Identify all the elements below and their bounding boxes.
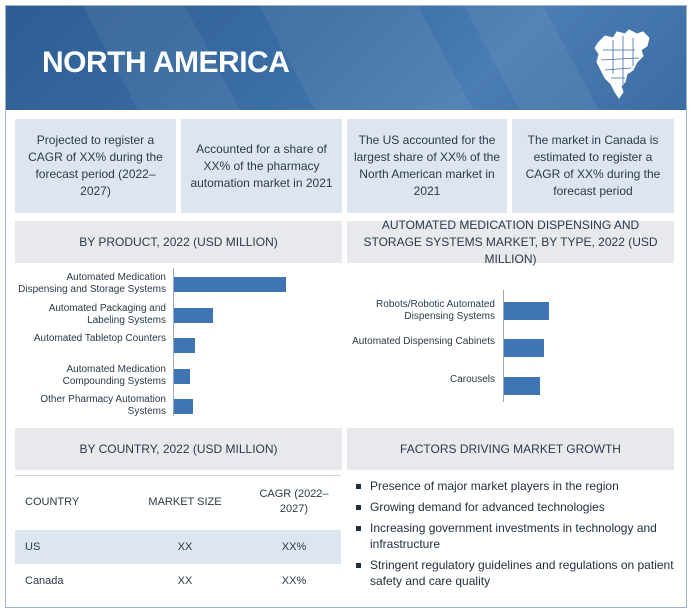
bar-category-label: Automated Packaging and Labeling Systems xyxy=(48,303,166,326)
bar-category-label: Automated Tabletop Counters xyxy=(33,333,166,344)
factor-text: Stringent regulatory guidelines and regu… xyxy=(370,558,674,588)
column-header-market-size: MARKET SIZE xyxy=(148,496,222,508)
bar xyxy=(504,339,544,357)
table-row: Canada XX XX% xyxy=(15,564,341,598)
country-table: COUNTRY MARKET SIZE CAGR (2022–2027) US … xyxy=(15,475,341,600)
cell-country: Canada xyxy=(25,575,64,587)
bar xyxy=(174,337,196,353)
region-banner: NORTH AMERICA xyxy=(6,6,686,110)
table-row: US XX XX% xyxy=(15,530,341,564)
cell-cagr: XX% xyxy=(281,575,307,587)
list-item: Increasing government investments in tec… xyxy=(350,520,680,552)
bar-category-label: Other Pharmacy Automation Systems xyxy=(40,394,166,417)
cell-country: US xyxy=(25,541,41,553)
highlight-text: Projected to register a CAGR of XX% duri… xyxy=(28,133,163,198)
product-section-title: BY PRODUCT, 2022 (USD MILLION) xyxy=(15,221,342,263)
bar xyxy=(504,302,549,320)
growth-factors-list: Presence of major market players in the … xyxy=(350,478,680,594)
list-item: Presence of major market players in the … xyxy=(350,478,680,494)
list-item: Growing demand for advanced technologies xyxy=(350,499,680,515)
chart-axis xyxy=(173,268,174,416)
cell-market-size: XX xyxy=(177,575,193,587)
highlight-text: Accounted for a share of XX% of the phar… xyxy=(190,141,333,190)
bar xyxy=(174,307,214,323)
bar xyxy=(174,276,286,292)
bar-category-label: Automated Medication Compounding Systems xyxy=(62,364,166,387)
factors-section-title: FACTORS DRIVING MARKET GROWTH xyxy=(347,428,674,470)
region-title: NORTH AMERICA xyxy=(42,46,290,79)
factor-text: Presence of major market players in the … xyxy=(370,479,619,493)
bar-category-label: Carousels xyxy=(449,374,495,385)
factor-text: Growing demand for advanced technologies xyxy=(370,500,605,514)
bar-category-label: Robots/Robotic Automated Dispensing Syst… xyxy=(376,299,495,322)
bar xyxy=(504,377,540,395)
highlight-share: Accounted for a share of XX% of the phar… xyxy=(181,119,342,213)
cell-cagr: XX% xyxy=(281,541,307,553)
bar xyxy=(174,398,194,414)
highlight-text: The US accounted for the largest share o… xyxy=(353,133,501,198)
bullet-icon xyxy=(356,526,361,531)
column-header-cagr: CAGR (2022–2027) xyxy=(259,488,329,515)
bar-category-label: Automated Dispensing Cabinets xyxy=(352,336,495,347)
column-header-country: COUNTRY xyxy=(25,496,80,508)
bar xyxy=(174,368,190,384)
table-header: COUNTRY MARKET SIZE CAGR (2022–2027) xyxy=(15,475,341,527)
highlight-canada: The market in Canada is estimated to reg… xyxy=(512,119,674,213)
country-section-title: BY COUNTRY, 2022 (USD MILLION) xyxy=(15,428,342,470)
north-america-map-icon xyxy=(594,29,650,99)
highlight-text: The market in Canada is estimated to reg… xyxy=(525,133,661,198)
list-item: Stringent regulatory guidelines and regu… xyxy=(350,557,680,589)
factor-text: Increasing government investments in tec… xyxy=(370,521,657,551)
bar-category-label: Automated Medication Dispensing and Stor… xyxy=(18,272,166,295)
bullet-icon xyxy=(356,563,361,568)
bullet-icon xyxy=(356,505,361,510)
highlight-us: The US accounted for the largest share o… xyxy=(347,119,507,213)
cell-market-size: XX xyxy=(177,541,193,553)
type-section-title: AUTOMATED MEDICATION DISPENSING AND STOR… xyxy=(347,218,674,266)
chart-axis xyxy=(503,290,504,402)
highlight-cagr: Projected to register a CAGR of XX% duri… xyxy=(15,119,176,213)
bullet-icon xyxy=(356,484,361,489)
